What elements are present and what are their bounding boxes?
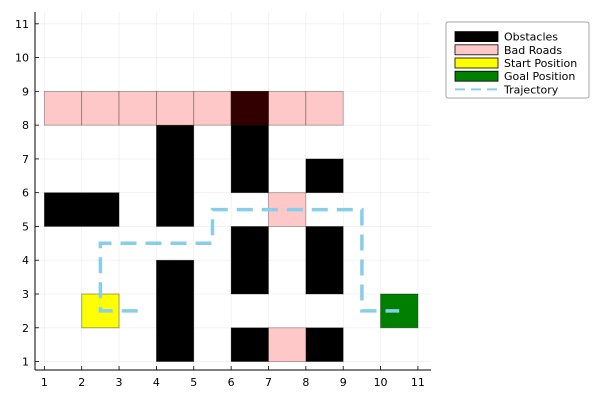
bad-road-cell xyxy=(305,90,344,126)
x-tick-label: 6 xyxy=(228,376,235,389)
trajectory-line xyxy=(98,207,400,313)
bad-road-cell xyxy=(156,90,195,126)
obstacle-cell xyxy=(156,124,195,227)
obstacle-cell xyxy=(230,327,269,362)
y-tick-label: 1 xyxy=(22,356,29,369)
y-tick-label: 10 xyxy=(15,52,29,65)
y-tick-label: 8 xyxy=(22,119,29,132)
x-tick-label: 2 xyxy=(78,376,85,389)
y-tick-label: 4 xyxy=(22,254,29,267)
legend-label: Goal Position xyxy=(504,70,575,83)
obstacle-cell xyxy=(305,158,344,194)
x-tick-label: 5 xyxy=(190,376,197,389)
y-axis-ticks: 1 2 3 4 5 6 7 8 9 10 11 xyxy=(15,18,39,369)
bad-road-cell xyxy=(268,90,307,126)
x-axis-ticks: 1 2 3 4 5 6 7 8 9 10 11 xyxy=(41,366,425,389)
obstacle-bad-road-overlap-cell xyxy=(230,90,269,126)
x-tick-label: 3 xyxy=(116,376,123,389)
x-tick-label: 11 xyxy=(411,376,425,389)
y-tick-label: 2 xyxy=(22,322,29,335)
x-tick-label: 8 xyxy=(302,376,309,389)
bad-road-cell xyxy=(118,90,157,126)
obstacle-cell xyxy=(230,226,269,295)
x-tick-label: 7 xyxy=(265,376,272,389)
legend-label: Obstacles xyxy=(504,31,558,44)
bad-road-cell xyxy=(193,90,232,126)
y-tick-label: 7 xyxy=(22,153,29,166)
bad-road-cell xyxy=(81,90,120,126)
legend-swatch xyxy=(454,57,499,69)
legend-label: Bad Roads xyxy=(504,44,562,57)
y-tick-label: 3 xyxy=(22,288,29,301)
y-tick-label: 6 xyxy=(22,187,29,200)
y-tick-label: 9 xyxy=(22,85,29,98)
x-tick-label: 9 xyxy=(340,376,347,389)
obstacle-cell xyxy=(305,226,344,295)
x-tick-label: 10 xyxy=(374,376,388,389)
y-tick-label: 5 xyxy=(22,220,29,233)
obstacle-cell xyxy=(156,259,195,362)
obstacle-cell xyxy=(43,192,120,227)
obstacle-cell xyxy=(305,327,344,362)
legend-label: Trajectory xyxy=(503,83,559,96)
bad-road-cell xyxy=(268,327,307,362)
bad-road-cell xyxy=(43,90,83,126)
legend-swatch xyxy=(454,70,499,82)
legend-swatch xyxy=(454,44,499,56)
map-cells xyxy=(43,90,419,362)
legend-swatch xyxy=(454,31,499,43)
x-tick-label: 4 xyxy=(153,376,160,389)
x-tick-label: 1 xyxy=(41,376,48,389)
y-tick-label: 11 xyxy=(15,18,29,31)
legend-label: Start Position xyxy=(504,57,577,70)
plot-frame xyxy=(34,12,431,371)
